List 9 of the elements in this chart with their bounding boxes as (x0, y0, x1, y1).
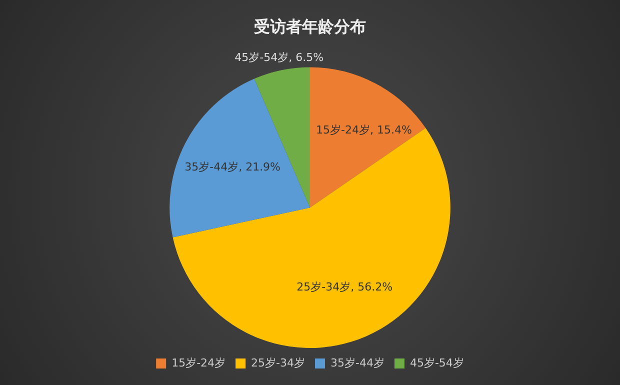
data-label: 15岁-24岁, 15.4% (316, 123, 412, 136)
data-label: 45岁-54岁, 6.5% (234, 51, 324, 64)
legend-label: 45岁-54岁 (410, 356, 464, 370)
legend-label: 25岁-34岁 (251, 356, 306, 370)
data-label: 25岁-34岁, 56.2% (296, 280, 393, 294)
legend-label: 35岁-44岁 (330, 356, 384, 370)
data-label: 35岁-44岁, 21.9% (184, 160, 281, 174)
chart-title: 受访者年龄分布 (253, 16, 366, 36)
legend-label: 15岁-24岁 (172, 356, 226, 370)
